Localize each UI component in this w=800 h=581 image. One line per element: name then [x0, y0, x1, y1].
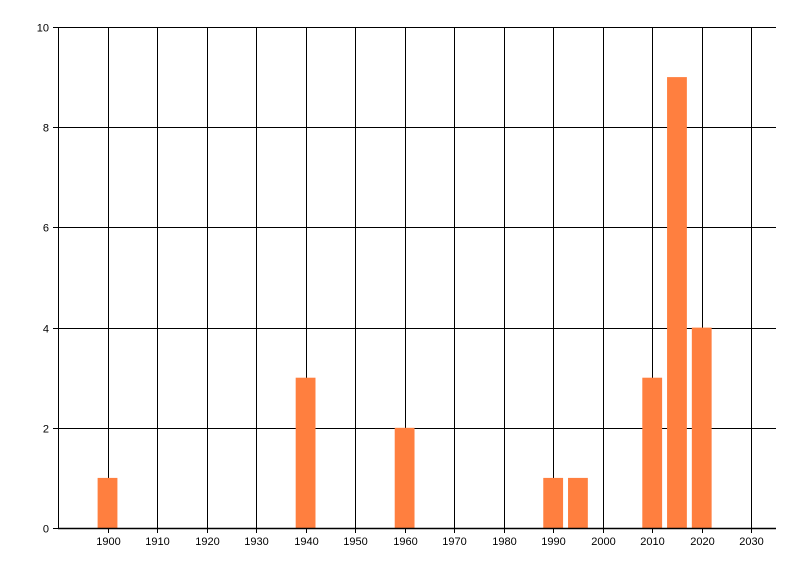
x-tick-label: 1950 — [343, 536, 367, 548]
x-tick-label: 2010 — [640, 536, 664, 548]
y-tick-label: 0 — [43, 524, 49, 536]
x-tick-label: 1930 — [244, 536, 268, 548]
bar — [295, 377, 316, 528]
x-tick-label: 1960 — [393, 536, 417, 548]
x-tick-label: 1990 — [541, 536, 565, 548]
bar — [642, 377, 663, 528]
bar — [568, 477, 588, 528]
bars — [97, 77, 712, 528]
x-tick-label: 1980 — [492, 536, 516, 548]
x-tick-label: 2030 — [739, 536, 763, 548]
x-tick-label: 1920 — [195, 536, 219, 548]
y-tick-label: 6 — [43, 223, 49, 235]
bar — [667, 77, 687, 528]
grid — [53, 27, 776, 533]
bar — [543, 477, 564, 528]
bar — [691, 327, 712, 528]
y-tick-label: 10 — [37, 23, 49, 35]
x-tick-label: 1910 — [145, 536, 169, 548]
y-tick-label: 2 — [43, 424, 49, 436]
x-tick-label: 1900 — [96, 536, 120, 548]
axes — [58, 27, 776, 530]
bar — [394, 427, 415, 528]
x-tick-label: 1940 — [294, 536, 318, 548]
y-tick-label: 8 — [43, 123, 49, 135]
bar — [97, 477, 118, 528]
x-tick-label: 2000 — [591, 536, 615, 548]
x-tick-label: 2020 — [690, 536, 714, 548]
x-tick-label: 1970 — [442, 536, 466, 548]
y-tick-label: 4 — [43, 324, 49, 336]
tick-labels: 0 2 4 6 8 10 1900 1910 1920 1930 1940 1950 1960 1970 1… — [37, 23, 764, 549]
